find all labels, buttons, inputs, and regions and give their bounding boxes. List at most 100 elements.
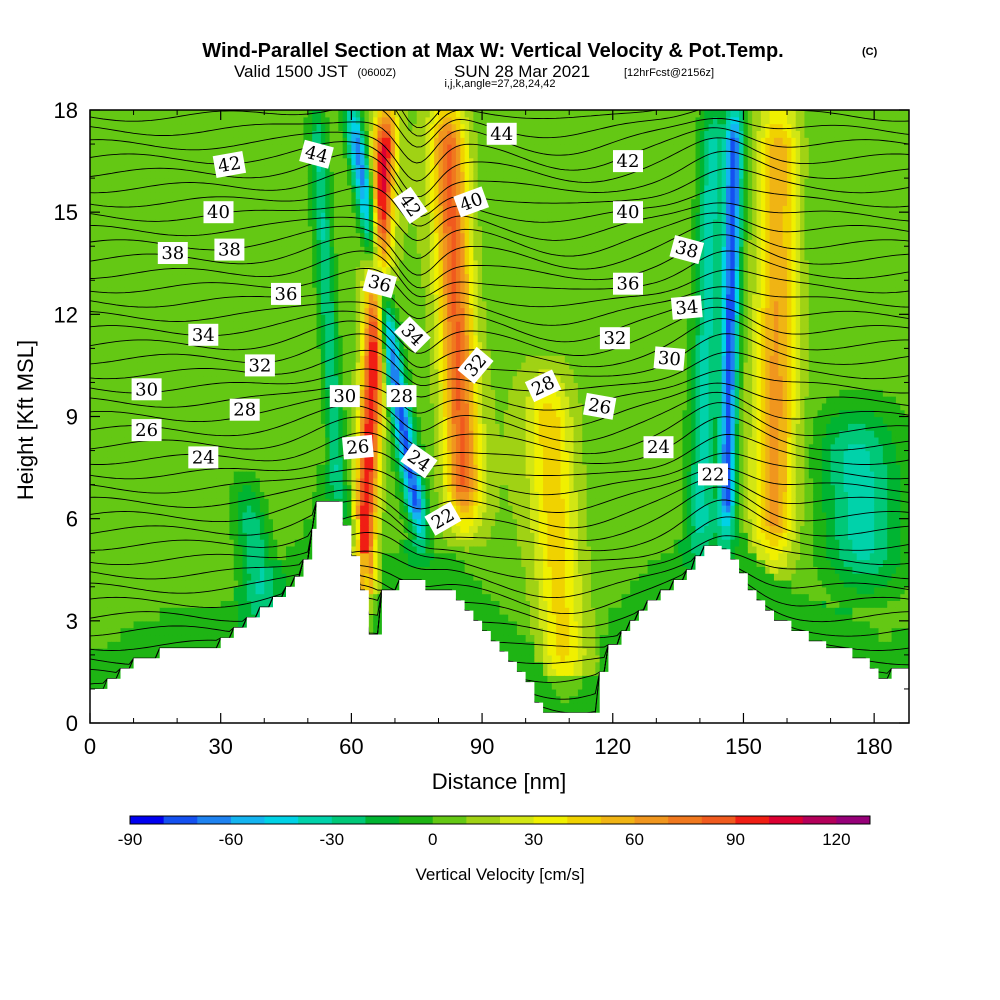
- heat-cell: [120, 566, 126, 574]
- heat-cell: [316, 430, 322, 438]
- heat-cell: [251, 484, 257, 493]
- heat-cell: [259, 287, 265, 295]
- heat-cell: [220, 586, 226, 595]
- heat-cell: [190, 144, 196, 152]
- heat-cell: [316, 123, 322, 132]
- heat-cell: [281, 477, 287, 486]
- heat-cell: [107, 362, 113, 370]
- heat-cell: [159, 266, 165, 275]
- heat-cell: [120, 402, 126, 411]
- heat-cell: [238, 362, 244, 370]
- heat-cell: [211, 368, 217, 377]
- heat-cell: [286, 423, 291, 431]
- heat-cell: [238, 382, 244, 390]
- heat-cell: [155, 341, 161, 349]
- heat-cell: [172, 545, 178, 554]
- heat-cell: [316, 287, 322, 295]
- heat-cell: [133, 178, 139, 186]
- heat-cell: [229, 620, 235, 629]
- heat-cell: [177, 307, 183, 315]
- heat-cell: [116, 532, 122, 540]
- heat-cell: [290, 205, 296, 213]
- heat-cell: [316, 314, 322, 322]
- heat-cell: [272, 266, 278, 275]
- heat-cell: [198, 314, 204, 322]
- heat-cell: [286, 164, 291, 172]
- heat-cell: [120, 464, 126, 472]
- heat-cell: [159, 586, 165, 595]
- heat-cell: [277, 396, 283, 404]
- heat-cell: [272, 498, 278, 506]
- heat-cell: [194, 164, 200, 172]
- heat-cell: [168, 266, 174, 275]
- heat-cell: [150, 123, 156, 132]
- heat-cell: [164, 321, 170, 329]
- heat-cell: [281, 266, 287, 275]
- heat-cell: [90, 545, 95, 554]
- heat-cell: [286, 409, 291, 418]
- heat-cell: [272, 116, 278, 125]
- heat-cell: [124, 218, 130, 227]
- heat-cell: [233, 505, 239, 513]
- heat-cell: [103, 157, 109, 166]
- heat-cell: [116, 600, 122, 608]
- heat-cell: [168, 620, 174, 629]
- heat-cell: [216, 491, 222, 499]
- heat-cell: [251, 273, 257, 281]
- heat-cell: [229, 375, 235, 384]
- heat-cell: [307, 178, 313, 186]
- heat-cell: [246, 539, 252, 547]
- heat-cell: [94, 396, 100, 404]
- heat-cell: [107, 430, 113, 438]
- heat-cell: [177, 518, 183, 527]
- heat-cell: [150, 368, 156, 377]
- heat-cell: [120, 327, 126, 336]
- heat-cell: [246, 484, 252, 493]
- heat-cell: [181, 232, 187, 241]
- heat-cell: [294, 457, 300, 465]
- heat-cell: [207, 518, 213, 527]
- heat-cell: [246, 307, 252, 315]
- heat-cell: [286, 470, 291, 479]
- heat-cell: [155, 545, 161, 554]
- heat-cell: [294, 552, 300, 561]
- heat-cell: [107, 355, 113, 363]
- heat-cell: [233, 266, 239, 275]
- heat-cell: [312, 477, 318, 486]
- heat-cell: [185, 287, 191, 295]
- heat-cell: [107, 184, 113, 193]
- heat-cell: [220, 314, 226, 322]
- heat-cell: [233, 600, 239, 608]
- heat-cell: [194, 178, 200, 186]
- heat-cell: [259, 552, 265, 561]
- heat-cell: [164, 225, 170, 234]
- heat-cell: [281, 164, 287, 172]
- heat-cell: [325, 484, 331, 493]
- heat-cell: [194, 416, 200, 424]
- heat-cell: [255, 178, 261, 186]
- heat-cell: [181, 334, 187, 343]
- heat-cell: [229, 273, 235, 281]
- heat-cell: [277, 409, 283, 418]
- heat-cell: [190, 470, 196, 479]
- heat-cell: [194, 157, 200, 166]
- heat-cell: [90, 259, 95, 268]
- heat-cell: [137, 164, 143, 172]
- heat-cell: [233, 300, 239, 309]
- heat-cell: [238, 559, 244, 567]
- heat-cell: [211, 511, 217, 520]
- heat-cell: [164, 293, 170, 302]
- heat-cell: [107, 198, 113, 206]
- heat-cell: [272, 232, 278, 241]
- heat-cell: [251, 539, 257, 547]
- heat-cell: [277, 321, 283, 329]
- heat-cell: [290, 532, 296, 540]
- heat-cell: [281, 525, 287, 533]
- heat-cell: [124, 287, 130, 295]
- heat-cell: [146, 280, 152, 288]
- heat-cell: [181, 634, 187, 642]
- heat-cell: [185, 178, 191, 186]
- heat-cell: [225, 409, 231, 418]
- heat-cell: [272, 586, 278, 595]
- heat-cell: [233, 334, 239, 343]
